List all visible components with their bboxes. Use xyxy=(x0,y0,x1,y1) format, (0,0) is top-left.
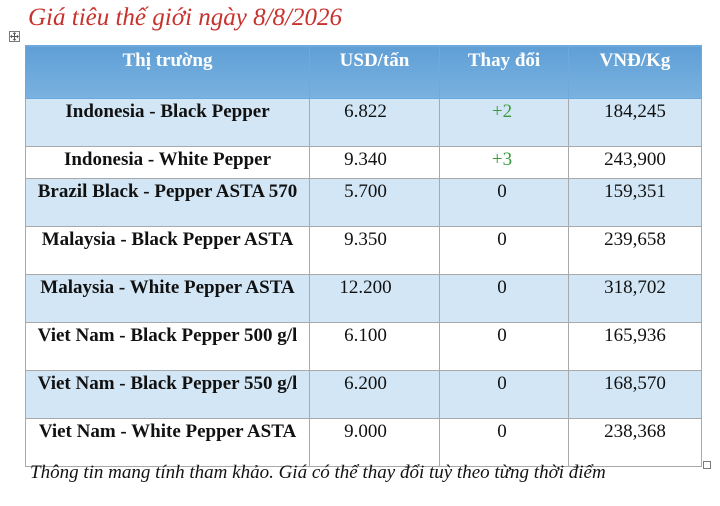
header-vnd: VNĐ/Kg xyxy=(568,45,702,99)
change-cell: 0 xyxy=(439,274,569,323)
vnd-cell: 159,351 xyxy=(568,178,702,227)
market-cell: Brazil Black - Pepper ASTA 570 xyxy=(25,178,310,227)
table-row: Malaysia - Black Pepper ASTA 9.350 0 239… xyxy=(25,226,702,275)
market-cell: Indonesia - White Pepper xyxy=(25,146,310,179)
change-cell: +3 xyxy=(439,146,569,179)
table-row: Viet Nam - Black Pepper 500 g/l 6.100 0 … xyxy=(25,322,702,371)
usd-cell: 6.822 xyxy=(309,98,440,147)
market-cell: Indonesia - Black Pepper xyxy=(25,98,310,147)
change-cell: +2 xyxy=(439,98,569,147)
usd-cell: 5.700 xyxy=(309,178,440,227)
header-change: Thay đổi xyxy=(439,45,569,99)
table-row: Indonesia - White Pepper 9.340 +3 243,90… xyxy=(25,146,702,179)
market-cell: Viet Nam - Black Pepper 500 g/l xyxy=(25,322,310,371)
change-cell: 0 xyxy=(439,370,569,419)
vnd-cell: 168,570 xyxy=(568,370,702,419)
vnd-cell: 165,936 xyxy=(568,322,702,371)
header-usd: USD/tấn xyxy=(309,45,440,99)
disclaimer-note: Thông tin mang tính tham khảo. Giá có th… xyxy=(30,462,606,483)
vnd-cell: 238,368 xyxy=(568,418,702,467)
usd-cell: 12.200 xyxy=(309,274,440,323)
table-row: Malaysia - White Pepper ASTA 12.200 0 31… xyxy=(25,274,702,323)
market-cell: Viet Nam - Black Pepper 550 g/l xyxy=(25,370,310,419)
table-move-handle-icon[interactable] xyxy=(9,31,20,42)
table-row: Indonesia - Black Pepper 6.822 +2 184,24… xyxy=(25,98,702,147)
vnd-cell: 184,245 xyxy=(568,98,702,147)
change-cell: 0 xyxy=(439,178,569,227)
usd-cell: 9.340 xyxy=(309,146,440,179)
change-cell: 0 xyxy=(439,322,569,371)
usd-cell: 9.350 xyxy=(309,226,440,275)
header-market: Thị trường xyxy=(25,45,310,99)
vnd-cell: 239,658 xyxy=(568,226,702,275)
market-cell: Viet Nam - White Pepper ASTA xyxy=(25,418,310,467)
market-cell: Malaysia - Black Pepper ASTA xyxy=(25,226,310,275)
table-resize-handle-icon[interactable] xyxy=(703,461,711,469)
usd-cell: 6.100 xyxy=(309,322,440,371)
table-row: Viet Nam - White Pepper ASTA 9.000 0 238… xyxy=(25,418,702,467)
price-table: Thị trường USD/tấn Thay đổi VNĐ/Kg Indon… xyxy=(25,45,702,467)
usd-cell: 6.200 xyxy=(309,370,440,419)
change-cell: 0 xyxy=(439,226,569,275)
vnd-cell: 243,900 xyxy=(568,146,702,179)
table-row: Viet Nam - Black Pepper 550 g/l 6.200 0 … xyxy=(25,370,702,419)
usd-cell: 9.000 xyxy=(309,418,440,467)
table-row: Brazil Black - Pepper ASTA 570 5.700 0 1… xyxy=(25,178,702,227)
page-title: Giá tiêu thế giới ngày 8/8/2026 xyxy=(28,4,343,31)
vnd-cell: 318,702 xyxy=(568,274,702,323)
change-cell: 0 xyxy=(439,418,569,467)
market-cell: Malaysia - White Pepper ASTA xyxy=(25,274,310,323)
table-header-row: Thị trường USD/tấn Thay đổi VNĐ/Kg xyxy=(25,45,702,99)
